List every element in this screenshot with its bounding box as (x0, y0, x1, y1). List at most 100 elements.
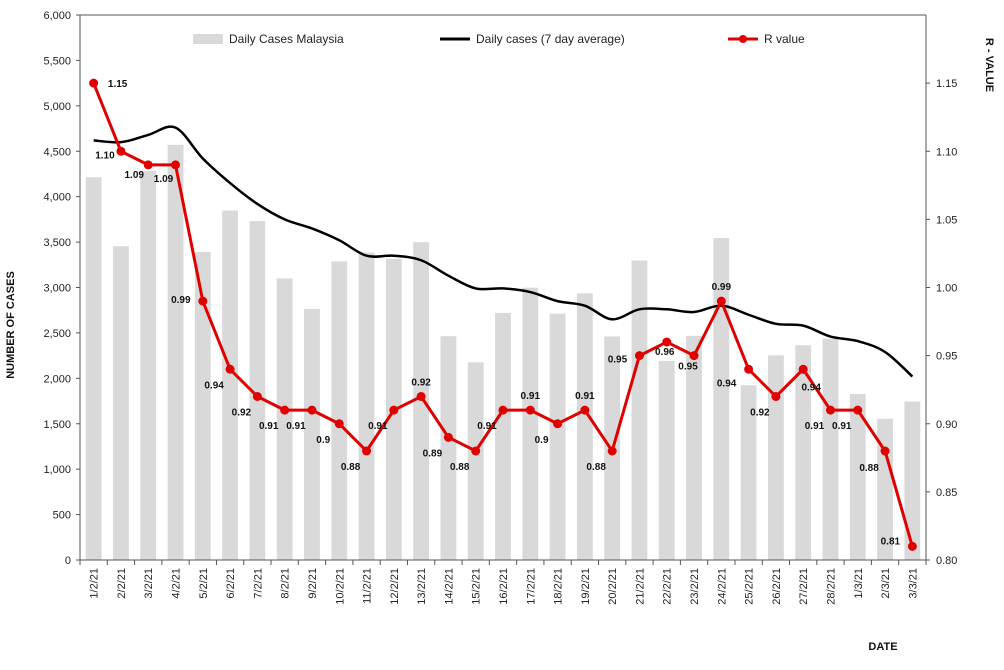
x-axis-title: DATE (868, 641, 897, 653)
x-tick-label: 13/2/21 (416, 568, 428, 605)
average-line (93, 125, 914, 378)
y-tick-label: 0 (65, 555, 71, 567)
r-value-data-label: 0.92 (411, 378, 431, 389)
bar (304, 308, 320, 560)
x-tick-label: 19/2/21 (580, 568, 592, 605)
r-value-data-label: 0.91 (832, 421, 852, 432)
r-value-data-label: 0.99 (171, 295, 191, 306)
r-value-point (443, 432, 453, 442)
bar (249, 221, 266, 560)
bar (467, 362, 484, 560)
bar (740, 385, 757, 560)
r-value-data-label: 0.92 (232, 408, 252, 419)
x-tick-label: 9/2/21 (307, 568, 319, 599)
bar (222, 210, 239, 561)
bar (194, 251, 211, 560)
legend-label-average: Daily cases (7 day average) (476, 32, 625, 46)
bar (631, 260, 648, 560)
r-value-point (880, 446, 890, 456)
r-value-data-label: 0.81 (881, 536, 901, 547)
r-value-point (662, 337, 672, 347)
bar (495, 312, 511, 560)
r-value-data-label: 0.94 (801, 382, 821, 393)
r-value-point (498, 405, 508, 415)
r-value-point (171, 160, 181, 170)
bar (849, 393, 866, 560)
x-tick-label: 21/2/21 (634, 568, 646, 605)
r-value-data-label: 0.88 (450, 462, 470, 473)
legend-swatch-bars (193, 34, 223, 44)
x-tick-label: 25/2/21 (744, 568, 756, 605)
r-value-data-label: 0.9 (535, 435, 549, 446)
r-value-data-label: 0.88 (341, 462, 361, 473)
r-value-data-label: 0.91 (286, 421, 306, 432)
r-value-point (116, 146, 126, 156)
r-value-point (553, 419, 563, 429)
x-tick-label: 10/2/21 (334, 568, 346, 605)
bar (576, 293, 593, 560)
x-tick-label: 7/2/21 (252, 568, 264, 599)
x-tick-label: 15/2/21 (471, 568, 483, 605)
x-tick-label: 1/2/21 (89, 568, 101, 599)
y-tick-label: 2,000 (43, 373, 71, 385)
y2-tick-label: 0.85 (936, 487, 957, 499)
bar (113, 246, 129, 560)
r-value-point (798, 364, 808, 374)
bar (904, 401, 921, 560)
bar (686, 335, 702, 560)
x-tick-label: 11/2/21 (362, 568, 374, 604)
x-tick-label: 2/3/21 (880, 568, 892, 599)
x-tick-label: 3/3/21 (907, 568, 919, 599)
bar (658, 360, 675, 560)
bar (795, 345, 812, 560)
bar (140, 170, 157, 560)
r-value-point (416, 392, 426, 401)
y-tick-label: 6,000 (43, 10, 71, 22)
bar (877, 418, 893, 560)
x-tick-label: 2/2/21 (116, 568, 128, 599)
bar (331, 261, 348, 560)
r-value-point (280, 405, 290, 415)
r-value-point (607, 446, 617, 456)
x-tick-label: 27/2/21 (798, 568, 810, 605)
legend-marker-r (739, 35, 747, 43)
y2-tick-label: 1.10 (936, 146, 957, 158)
y-tick-label: 5,000 (43, 101, 71, 113)
r-value-data-label: 0.91 (805, 421, 825, 432)
r-value-data-label: 0.95 (608, 355, 628, 366)
y2-axis-title: R - VALUE (983, 38, 995, 92)
r-value-data-label: 0.9 (316, 435, 330, 446)
r-value-data-label: 0.91 (521, 391, 541, 402)
legend-label-r: R value (764, 32, 805, 46)
x-tick-label: 18/2/21 (553, 568, 565, 605)
x-tick-label: 20/2/21 (607, 568, 619, 605)
y-tick-label: 1,500 (43, 419, 71, 431)
r-value-point (716, 296, 726, 306)
r-value-point (389, 405, 399, 415)
r-value-data-label: 0.91 (259, 421, 279, 432)
r-value-point (634, 351, 644, 361)
bar (85, 177, 102, 560)
y-tick-label: 4,500 (43, 146, 71, 158)
r-value-point (525, 405, 535, 415)
y-tick-label: 3,000 (43, 283, 71, 295)
bar (358, 252, 375, 560)
r-value-point (907, 541, 917, 551)
r-value-data-label: 0.88 (859, 463, 879, 474)
x-tick-label: 23/2/21 (689, 568, 701, 605)
y-tick-label: 500 (53, 510, 71, 522)
bar (549, 313, 566, 560)
x-tick-label: 8/2/21 (280, 568, 292, 599)
bar (440, 336, 457, 560)
r-value-point (143, 160, 153, 170)
y-tick-label: 2,500 (43, 328, 71, 340)
y-tick-label: 5,500 (43, 55, 71, 67)
r-value-data-label: 0.94 (717, 378, 737, 389)
x-tick-label: 17/2/21 (525, 568, 537, 605)
r-value-point (744, 364, 754, 374)
r-value-data-label: 0.91 (368, 421, 388, 432)
x-tick-label: 1/3/21 (853, 568, 865, 599)
bar (822, 338, 839, 560)
x-tick-label: 22/2/21 (662, 568, 674, 605)
